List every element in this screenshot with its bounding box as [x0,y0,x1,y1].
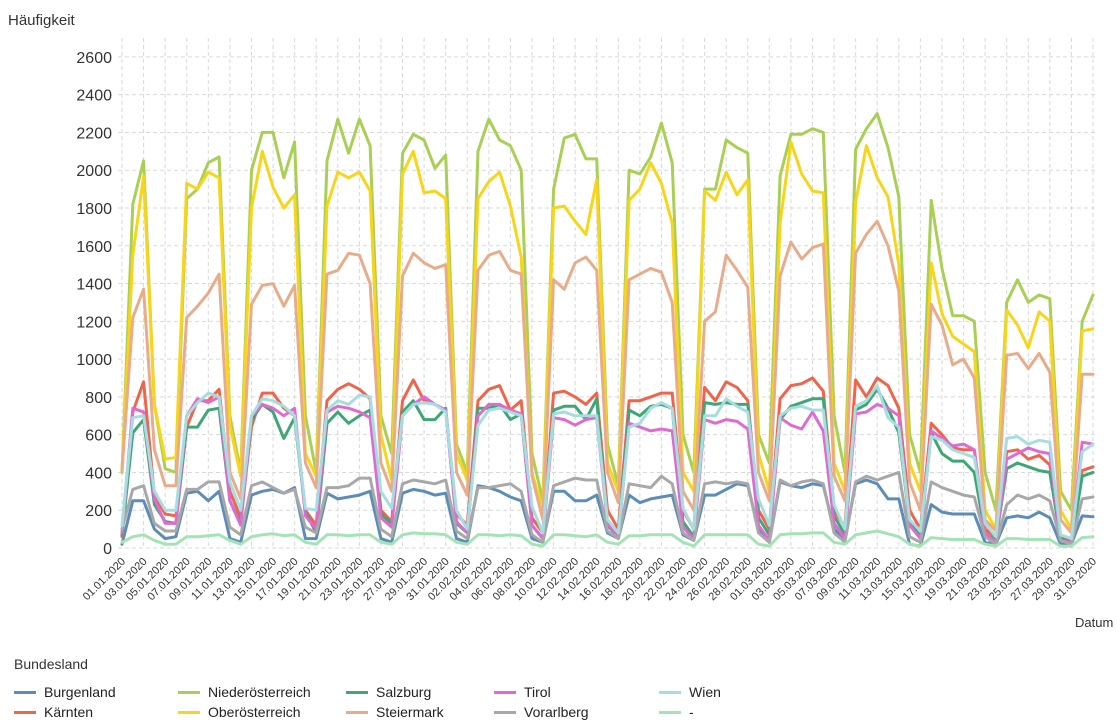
legend-item: Wien [659,684,721,702]
legend-item: Niederösterreich [178,684,311,702]
y-tick-label: 600 [85,428,112,445]
legend-swatch [14,711,36,714]
legend-title: Bundesland [14,656,88,672]
legend-item: Kärnten [14,704,93,722]
y-tick-label: 0 [103,541,112,558]
legend-label: Salzburg [376,684,431,700]
legend-swatch [494,711,516,714]
y-tick-label: 1400 [76,277,112,294]
legend-label: Tirol [524,684,551,700]
legend-swatch [178,691,200,694]
legend-item: Burgenland [14,684,116,702]
y-tick-label: 2200 [76,125,112,142]
legend: Bundesland Burgenland Kärnten Niederösterr… [14,656,1014,718]
legend-swatch [659,691,681,694]
legend-item: Tirol [494,684,551,702]
y-tick-label: 1200 [76,314,112,331]
y-tick-label: 2600 [76,50,112,67]
y-tick-label: 1000 [76,352,112,369]
y-tick-label: 2000 [76,163,112,180]
legend-swatch [346,711,368,714]
legend-item: Steiermark [346,704,444,722]
y-axis-label: Häufigkeit [8,12,76,29]
legend-swatch [14,691,36,694]
legend-swatch [659,711,681,714]
legend-item: Vorarlberg [494,704,589,722]
legend-label: Niederösterreich [208,684,311,700]
legend-swatch [346,691,368,694]
legend-swatch [178,711,200,714]
y-tick-label: 1800 [76,201,112,218]
y-tick-label: 1600 [76,239,112,256]
legend-item: - [659,704,694,722]
y-tick-label: 2400 [76,88,112,105]
legend-item: Salzburg [346,684,431,702]
line-chart: Häufigkeit Datum 0 200 400 600 800 1000 1200 14… [0,0,1117,655]
y-tick-label: 800 [85,390,112,407]
legend-swatch [494,691,516,694]
y-tick-label: 200 [85,503,112,520]
legend-label: Wien [689,684,721,700]
x-axis-label: Datum [1075,615,1113,630]
legend-label: Burgenland [44,684,116,700]
legend-item: Oberösterreich [178,704,301,722]
y-tick-label: 400 [85,465,112,482]
